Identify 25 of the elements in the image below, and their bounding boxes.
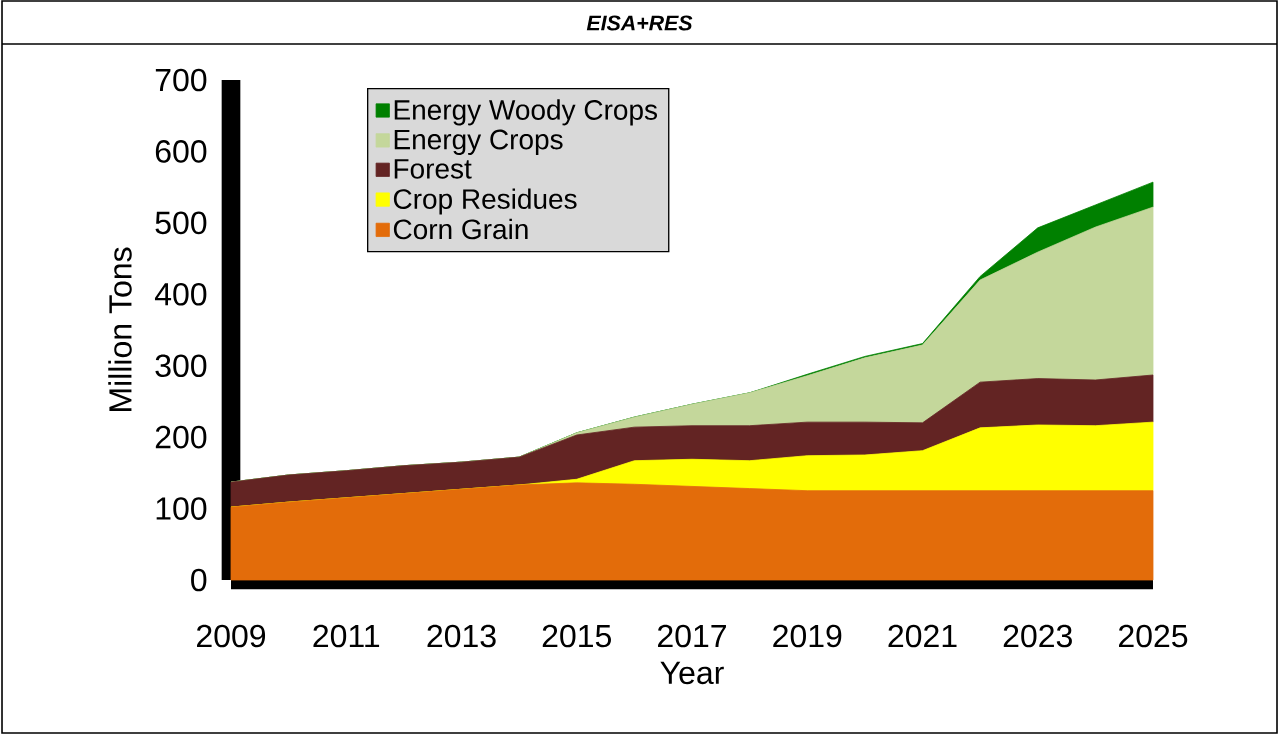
y-tick-label: 400	[154, 282, 207, 306]
x-tick-label: 2023	[1003, 624, 1072, 648]
y-tick-label: 300	[155, 354, 207, 378]
y-tick-label: 700	[155, 68, 207, 92]
y-tick-label: 600	[155, 140, 207, 163]
x-axis-title: Year	[660, 661, 724, 685]
x-tick-label: 2009	[197, 624, 266, 648]
y-tick-label: 200	[155, 425, 207, 449]
y-axis-title: Million Tons	[108, 247, 132, 411]
legend-label: Crop Residues	[393, 188, 577, 215]
x-tick-label: 2011	[313, 624, 380, 648]
x-tick-label: 2017	[658, 624, 726, 648]
legend-label: Energy Woody Crops	[394, 99, 658, 126]
y-tick-label: 100	[156, 497, 207, 520]
x-tick-label: 2019	[773, 624, 842, 648]
chart-title: EISA+RES	[586, 15, 693, 31]
legend-label: Forest	[394, 159, 472, 179]
y-tick-label: 500	[155, 211, 207, 235]
x-tick-label: 2013	[427, 624, 496, 648]
legend-label: Corn Grain	[393, 218, 528, 240]
y-tick-label: 0	[191, 568, 207, 592]
x-tick-label: 2021	[888, 624, 957, 648]
x-tick-label: 2025	[1119, 624, 1188, 648]
legend-label: Energy Crops	[394, 129, 563, 155]
x-tick-label: 2015	[542, 624, 611, 648]
